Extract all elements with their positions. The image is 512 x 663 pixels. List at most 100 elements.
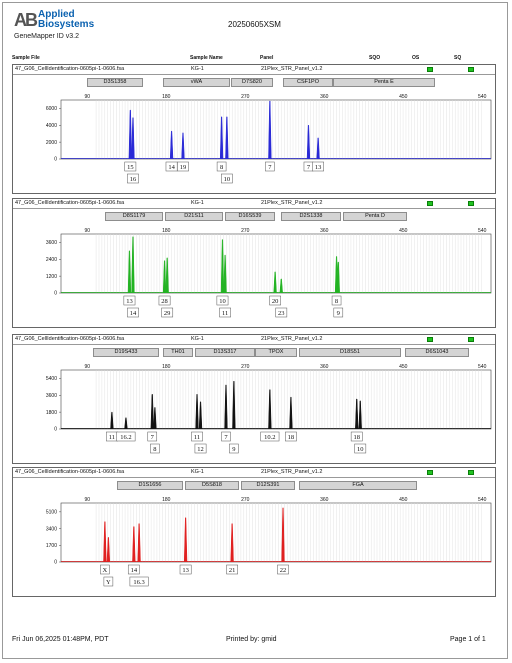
logo-mark: AB — [14, 10, 38, 30]
locus-bar: CSF1PO — [283, 78, 333, 87]
os-status-icon — [427, 201, 433, 206]
allele-label-box — [226, 564, 238, 575]
peak — [289, 396, 293, 430]
allele-label: 11 — [109, 434, 115, 441]
x-tick-label: 180 — [162, 364, 171, 370]
allele-label-box — [312, 161, 324, 172]
allele-label: 21 — [229, 567, 236, 574]
report-footer: Fri Jun 06,2025 01:48PM, PDT Printed by:… — [12, 636, 496, 646]
y-tick-label: 6000 — [46, 106, 57, 112]
column-sqo: SQO — [369, 55, 381, 61]
allele-label-box — [354, 443, 367, 454]
allele-label-box — [147, 431, 158, 442]
locus-bar: D2S1338 — [281, 212, 341, 221]
peak — [336, 261, 340, 294]
y-tick-label: 0 — [54, 560, 57, 566]
printed-by: Printed by: gmid — [226, 636, 277, 643]
panel-name: 21Plex_STR_Panel_v1.2 — [261, 66, 323, 72]
allele-label: 28 — [161, 298, 168, 305]
peak — [223, 254, 227, 294]
allele-label-box — [127, 307, 139, 318]
x-tick-label: 450 — [399, 228, 408, 234]
allele-label-box — [116, 431, 136, 442]
peak — [169, 130, 174, 160]
allele-label: 8 — [220, 164, 223, 171]
y-tick-label: 1700 — [46, 543, 57, 549]
allele-label-box — [124, 161, 137, 172]
allele-label-box — [158, 295, 171, 306]
locus-bar: D5S818 — [185, 481, 239, 490]
peak — [273, 271, 277, 294]
sample-row: 47_G06_CellIdentification-0605pi-1-0606.… — [13, 65, 495, 75]
sample-row: 47_G06_CellIdentification-0605pi-1-0606.… — [13, 468, 495, 478]
sample-row: 47_G06_CellIdentification-0605pi-1-0606.… — [13, 335, 495, 345]
plot-frame — [60, 99, 492, 160]
peak — [124, 417, 128, 430]
plot-frame — [60, 369, 492, 430]
peak — [106, 537, 111, 563]
peak — [137, 523, 141, 563]
y-tick-label: 2000 — [46, 140, 57, 146]
allele-label: 20 — [272, 298, 279, 305]
y-tick-label: 1800 — [46, 410, 57, 416]
peak — [150, 394, 154, 430]
peak — [183, 517, 188, 563]
peak — [230, 523, 234, 563]
peak — [220, 239, 225, 294]
x-tick-label: 90 — [85, 94, 91, 100]
peak — [127, 250, 132, 294]
peak — [128, 109, 132, 160]
column-sq: SQ — [454, 55, 462, 61]
allele-label-box — [350, 431, 363, 442]
electropherogram-panel-green: 47_G06_CellIdentification-0605pi-1-0606.… — [12, 198, 496, 328]
locus-bar: D7S820 — [231, 78, 273, 87]
sample-name: KG-1 — [191, 469, 204, 475]
peak — [355, 398, 359, 430]
allele-label-box — [265, 161, 275, 172]
allele-label: X — [103, 567, 108, 574]
allele-label-box — [161, 307, 174, 318]
sq-status-icon — [468, 337, 474, 342]
peak — [132, 526, 136, 563]
x-tick-label: 540 — [478, 364, 487, 370]
allele-label-box — [260, 431, 280, 442]
allele-label: 13 — [182, 567, 189, 574]
allele-label: 9 — [232, 446, 235, 453]
allele-label: 19 — [180, 164, 187, 171]
allele-label-box — [194, 443, 207, 454]
allele-label: 10.2 — [264, 434, 275, 441]
sample-name: KG-1 — [191, 336, 204, 342]
logo-text: Applied Biosystems — [38, 10, 94, 30]
y-tick-label: 3600 — [46, 393, 57, 399]
sample-name: KG-1 — [191, 66, 204, 72]
allele-label: 7 — [307, 164, 311, 171]
x-tick-label: 180 — [162, 228, 171, 234]
page-number: Page 1 of 1 — [450, 636, 486, 643]
allele-label: 13 — [315, 164, 322, 171]
x-tick-label: 90 — [85, 364, 91, 370]
allele-label-box — [221, 173, 233, 184]
allele-label: 23 — [278, 310, 285, 317]
allele-label: 8 — [335, 298, 338, 305]
allele-label: 14 — [131, 567, 138, 574]
peak — [232, 380, 236, 430]
locus-bar: D3S1358 — [87, 78, 143, 87]
x-tick-label: 360 — [320, 364, 329, 370]
x-tick-label: 450 — [399, 94, 408, 100]
logo-line-2: Biosystems — [38, 19, 95, 30]
electropherogram-panel-blue: 47_G06_CellIdentification-0605pi-1-0606.… — [12, 64, 496, 194]
plot-frame — [60, 502, 492, 563]
print-date: Fri Jun 06,2025 01:48PM, PDT — [12, 636, 109, 643]
column-header-row: Sample File Sample Name Panel SQO OS SQ — [12, 55, 496, 63]
y-tick-label: 0 — [54, 427, 57, 433]
column-sample-name: Sample Name — [190, 55, 223, 61]
os-status-icon — [427, 337, 433, 342]
sq-status-icon — [468, 470, 474, 475]
allele-label: 10 — [224, 176, 231, 183]
electropherogram-panel-black: 47_G06_CellIdentification-0605pi-1-0606.… — [12, 334, 496, 464]
sq-status-icon — [468, 67, 474, 72]
allele-label: 14 — [168, 164, 175, 171]
peak — [198, 401, 203, 430]
peak — [131, 117, 135, 160]
